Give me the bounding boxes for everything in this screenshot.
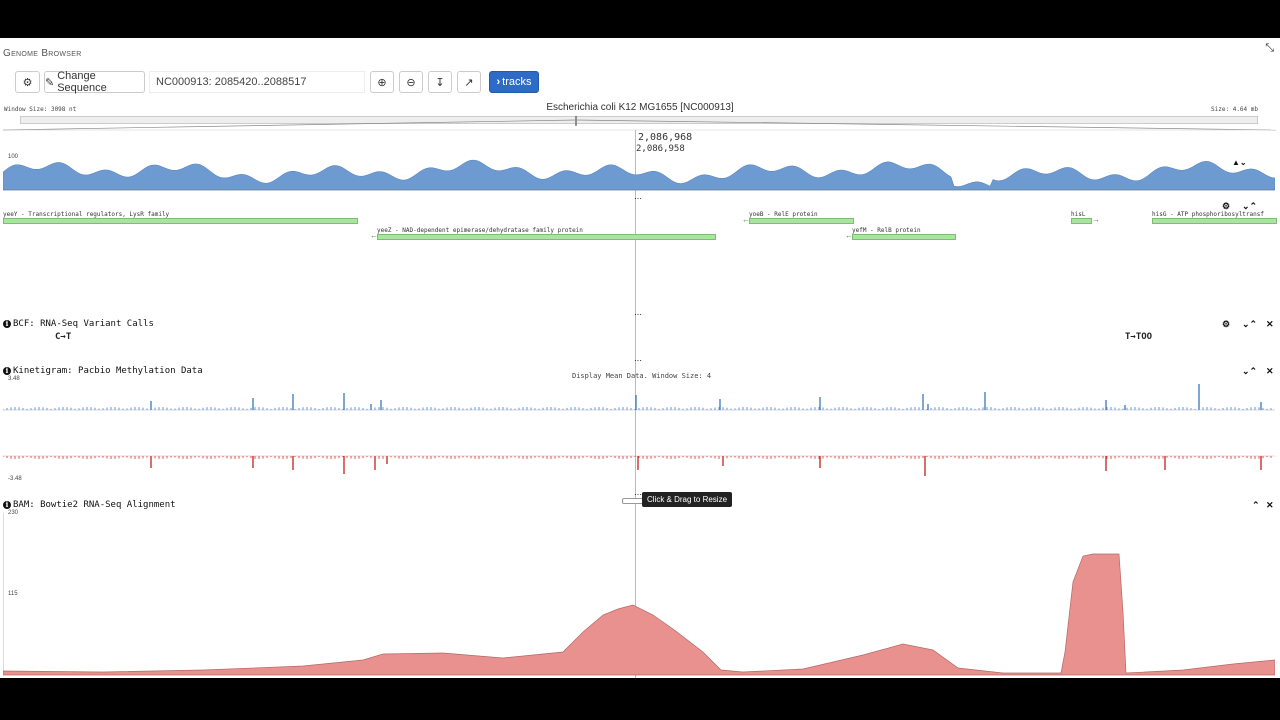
gene-label: yoeB - RelE protein: [749, 211, 818, 218]
info-icon[interactable]: i: [3, 501, 11, 509]
resize-tooltip: Click & Drag to Resize: [642, 492, 733, 507]
share-button[interactable]: ↗: [457, 71, 481, 93]
resize-grip[interactable]: [622, 498, 644, 504]
bam-ymax-label: 230: [8, 510, 19, 516]
change-sequence-button[interactable]: ✎ Change Sequence: [44, 70, 145, 94]
gene-feature[interactable]: [377, 234, 716, 240]
gene-track-gear-icon[interactable]: ⚙: [1222, 201, 1231, 211]
genome-browser: { "app": { "title": "Genome Browser" }, …: [0, 38, 1280, 678]
bam-collapse-icon[interactable]: ⌃: [1252, 500, 1260, 510]
gene-track-collapse-icon[interactable]: ⌄⌃: [1242, 201, 1258, 211]
strand-arrow-icon: ←: [845, 231, 853, 240]
app-title: Genome Browser: [3, 48, 82, 59]
zoom-in-button[interactable]: ⊕: [370, 71, 394, 93]
coverage-chart[interactable]: [3, 512, 1275, 677]
kinetics-track-label: i Kinetigram: Pacbio Methylation Data: [3, 366, 203, 376]
bam-track-title: BAM: Bowtie2 RNA-Seq Alignment: [13, 500, 176, 510]
kinetics-collapse-icon[interactable]: ⌄⌃: [1242, 366, 1258, 376]
kinetics-close-icon[interactable]: ✕: [1266, 366, 1274, 376]
strand-arrow-icon: ←: [742, 215, 750, 224]
kinetics-ymax-label: 3.48: [8, 376, 20, 382]
vcf-close-icon[interactable]: ✕: [1266, 319, 1274, 329]
genome-size-label: Size: 4.64 mb: [1211, 106, 1258, 113]
cursor-position-2: 2,086,958: [636, 144, 685, 154]
ideogram-zoom-lines: [2, 116, 1277, 131]
resize-handle-4[interactable]: ⋯: [634, 490, 642, 499]
change-sequence-label: Change Sequence: [57, 70, 107, 94]
chevron-right-icon: ›: [496, 76, 501, 88]
gene-feature[interactable]: [3, 218, 358, 224]
kinetics-display-note: Display Mean Data. Window Size: 4: [572, 372, 712, 380]
tracks-label: tracks: [502, 76, 532, 88]
variant-call[interactable]: T→TOO: [1125, 332, 1153, 342]
zoom-in-icon: ⊕: [377, 76, 387, 89]
info-icon[interactable]: i: [3, 320, 11, 328]
chromosome-ideogram[interactable]: [20, 116, 1258, 124]
gc-ymax-label: 100: [8, 154, 19, 160]
gc-area: [3, 159, 1275, 191]
kinetics-chart[interactable]: [3, 372, 1275, 482]
vcf-gear-icon[interactable]: ⚙: [1222, 319, 1231, 329]
info-icon[interactable]: i: [3, 367, 11, 375]
window-size-label: Window Size: 3098 nt: [4, 106, 77, 113]
gene-label: yeeY - Transcriptional regulators, LysR …: [3, 211, 170, 218]
gene-feature[interactable]: [852, 234, 956, 240]
zoom-out-icon: ⊖: [406, 76, 416, 89]
gene-label: yefM - RelB protein: [852, 227, 921, 234]
download-icon: ↧: [435, 76, 445, 89]
download-button[interactable]: ↧: [428, 71, 452, 93]
coverage-area: [3, 553, 1275, 676]
gear-icon: ⚙: [22, 76, 33, 89]
kinetics-track-title: Kinetigram: Pacbio Methylation Data: [13, 366, 203, 376]
location-input[interactable]: NC000913: 2085420..2088517: [149, 71, 365, 93]
strand-arrow-icon: ←: [370, 231, 378, 240]
gc-content-chart[interactable]: [3, 152, 1275, 192]
area-chart-icon[interactable]: ▲⌄: [1232, 158, 1247, 167]
gene-label: hisG - ATP phosphoribosyltransf: [1152, 211, 1264, 218]
gene-label: yeeZ - NAD-dependent epimerase/dehydrata…: [377, 227, 583, 234]
kinetics-ymin-label: -3.48: [8, 476, 22, 482]
bam-track-label: i BAM: Bowtie2 RNA-Seq Alignment: [3, 500, 176, 510]
zoom-out-button[interactable]: ⊖: [399, 71, 423, 93]
cursor-position-1: 2,086,968: [638, 132, 693, 143]
bam-ymid-label: 115: [8, 591, 18, 597]
chromosome-title: Escherichia coli K12 MG1655 [NC000913]: [546, 102, 734, 113]
resize-handle-1[interactable]: ⋯: [634, 194, 642, 203]
variant-call[interactable]: C→T: [55, 332, 72, 342]
settings-button[interactable]: ⚙: [15, 71, 40, 93]
gene-feature[interactable]: [749, 218, 854, 224]
bam-close-icon[interactable]: ✕: [1266, 500, 1274, 510]
vcf-collapse-icon[interactable]: ⌄⌃: [1242, 319, 1258, 329]
resize-handle-2[interactable]: ⋯: [634, 310, 642, 319]
edit-icon: ✎: [45, 76, 55, 89]
resize-handle-3[interactable]: ⋯: [634, 356, 642, 365]
gene-feature[interactable]: [1152, 218, 1277, 224]
strand-arrow-icon: →: [1092, 215, 1100, 224]
tracks-button[interactable]: › tracks: [489, 71, 539, 93]
share-icon: ↗: [464, 76, 474, 89]
vcf-track-label: i BCF: RNA-Seq Variant Calls: [3, 319, 154, 329]
vcf-track-title: BCF: RNA-Seq Variant Calls: [13, 319, 154, 329]
fullscreen-icon[interactable]: ⤡: [1265, 42, 1274, 54]
gene-feature[interactable]: [1071, 218, 1092, 224]
gene-label: hisL: [1071, 211, 1086, 218]
